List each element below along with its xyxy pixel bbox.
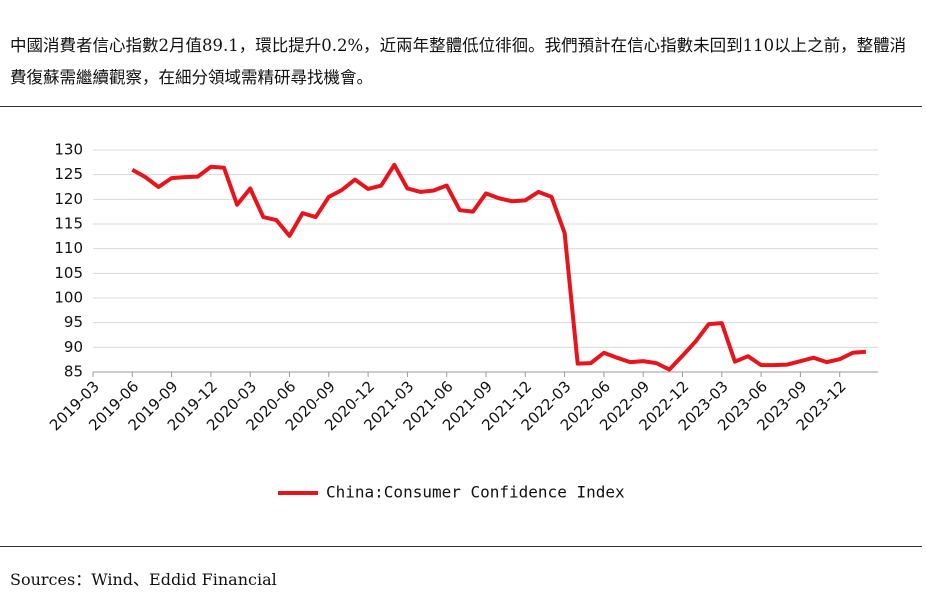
header-text: 中國消費者信心指數2月值89.1，環比提升0.2%，近兩年整體低位徘徊。我們預計…: [10, 36, 907, 87]
y-tick-label: 95: [64, 313, 83, 331]
y-tick-label: 115: [54, 215, 83, 233]
divider: [0, 106, 922, 107]
y-tick-label: 125: [54, 165, 83, 183]
divider: [0, 546, 922, 547]
y-tick-label: 110: [54, 239, 83, 257]
y-tick-label: 120: [54, 190, 83, 208]
y-tick-label: 85: [64, 363, 83, 381]
y-tick-label: 130: [54, 141, 83, 159]
legend-label: China:Consumer Confidence Index: [326, 483, 625, 502]
y-tick-label: 90: [64, 338, 83, 356]
source: Sources：Wind、Eddid Financial: [10, 570, 277, 589]
y-tick-label: 105: [54, 264, 83, 282]
chart: 8590951001051101151201251302019-032019-0…: [46, 141, 878, 502]
y-tick-label: 100: [54, 289, 83, 307]
line: [131, 162, 867, 372]
